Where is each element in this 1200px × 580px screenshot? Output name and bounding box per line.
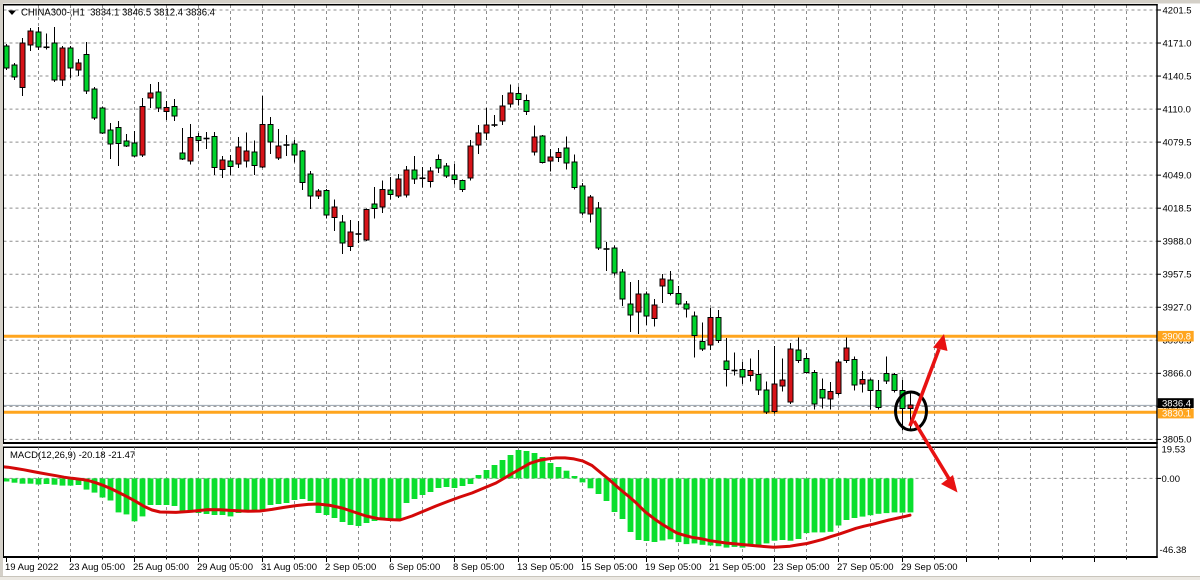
svg-text:4079.5: 4079.5: [1163, 138, 1192, 149]
svg-text:31 Aug 05:00: 31 Aug 05:00: [261, 562, 317, 573]
svg-text:0.00: 0.00: [1162, 474, 1181, 485]
svg-text:13 Sep 05:00: 13 Sep 05:00: [517, 562, 574, 573]
svg-text:-46.38: -46.38: [1160, 545, 1187, 556]
svg-text:CHINA300-,H1 3834.1 3846.5 38: CHINA300-,H1 3834.1 3846.5 3812.4 3836.4: [21, 7, 215, 19]
svg-text:25 Aug 05:00: 25 Aug 05:00: [133, 562, 189, 573]
svg-text:2 Sep 05:00: 2 Sep 05:00: [325, 562, 376, 573]
svg-text:3866.0: 3866.0: [1163, 369, 1192, 380]
svg-text:3957.5: 3957.5: [1163, 270, 1192, 281]
svg-text:4110.0: 4110.0: [1163, 104, 1191, 115]
svg-text:3836.4: 3836.4: [1162, 398, 1191, 409]
svg-text:19.53: 19.53: [1162, 444, 1186, 455]
svg-text:23 Sep 05:00: 23 Sep 05:00: [773, 562, 830, 573]
svg-text:3988.0: 3988.0: [1163, 237, 1192, 248]
svg-text:23 Aug 05:00: 23 Aug 05:00: [69, 562, 125, 573]
svg-text:6 Sep 05:00: 6 Sep 05:00: [389, 562, 440, 573]
svg-text:3830.1: 3830.1: [1162, 409, 1191, 420]
svg-text:4018.5: 4018.5: [1163, 204, 1192, 215]
svg-text:MACD(12,26,9) -20.18 -21.47: MACD(12,26,9) -20.18 -21.47: [10, 450, 135, 461]
svg-text:19 Aug 2022: 19 Aug 2022: [5, 562, 58, 573]
svg-text:15 Sep 05:00: 15 Sep 05:00: [581, 562, 638, 573]
svg-text:4049.0: 4049.0: [1163, 171, 1192, 182]
svg-text:3927.0: 3927.0: [1163, 303, 1192, 314]
svg-text:4201.5: 4201.5: [1163, 5, 1192, 16]
svg-text:3805.0: 3805.0: [1163, 434, 1192, 445]
svg-text:8 Sep 05:00: 8 Sep 05:00: [453, 562, 504, 573]
svg-text:19 Sep 05:00: 19 Sep 05:00: [645, 562, 702, 573]
svg-text:27 Sep 05:00: 27 Sep 05:00: [837, 562, 894, 573]
svg-text:21 Sep 05:00: 21 Sep 05:00: [709, 562, 766, 573]
svg-text:29 Sep 05:00: 29 Sep 05:00: [901, 562, 958, 573]
svg-text:3900.8: 3900.8: [1162, 332, 1191, 343]
svg-text:4140.5: 4140.5: [1163, 71, 1192, 82]
svg-text:4171.0: 4171.0: [1163, 38, 1192, 49]
svg-text:29 Aug 05:00: 29 Aug 05:00: [197, 562, 253, 573]
